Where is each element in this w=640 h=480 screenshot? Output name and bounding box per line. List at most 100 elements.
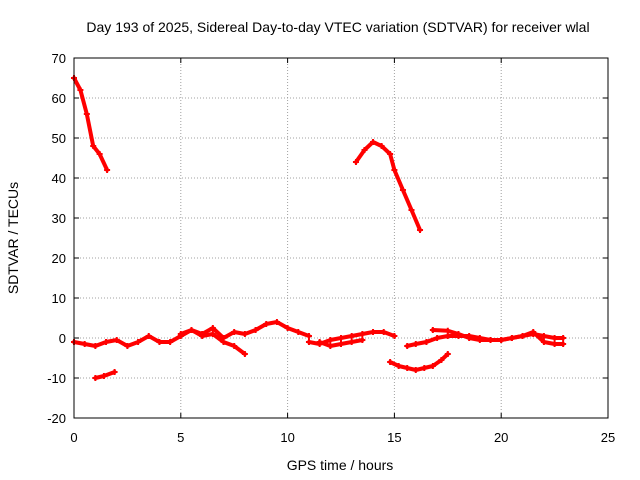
data-point [167,339,174,345]
series-arc-5 [177,319,312,341]
data-point [305,333,312,339]
data-point [359,331,366,337]
data-point [92,343,99,349]
data-point [378,143,385,149]
data-point [444,351,451,357]
y-tick-label: -10 [47,371,66,386]
data-point [145,333,152,339]
data-point [391,333,398,339]
data-point [241,351,248,357]
chart-title: Day 193 of 2025, Sidereal Day-to-day VTE… [86,19,589,35]
data-point [508,335,515,341]
data-point [241,331,248,337]
data-point [399,187,406,193]
data-series [71,75,567,381]
data-point [429,327,436,333]
data-point [387,151,394,157]
data-point [96,151,103,157]
data-point [231,343,238,349]
data-point [338,335,344,341]
data-point [391,167,398,173]
data-point [327,343,334,349]
data-point [361,147,368,153]
data-point [444,327,451,334]
data-point [487,337,494,343]
data-point [209,325,216,331]
data-point [370,329,377,335]
data-point [421,365,428,371]
series-line [354,140,422,232]
data-point [81,341,88,347]
x-tick-label: 0 [70,430,77,445]
data-point [423,339,430,345]
data-point [83,111,90,117]
data-point [476,337,483,343]
series-arc-4 [71,327,248,357]
series-arc-10 [429,327,567,347]
data-point [111,369,118,375]
data-point [551,335,558,341]
data-point [188,327,195,333]
y-tick-label: 60 [52,91,66,106]
y-axis-label: SDTVAR / TECUs [5,182,21,294]
series-line [72,76,110,172]
data-point [209,331,216,337]
data-point [540,339,547,345]
data-point [434,335,441,341]
y-tick-label: 50 [52,131,66,146]
series-arc-2 [352,139,424,233]
data-point [560,335,567,341]
data-point [417,227,424,233]
data-point [100,373,107,379]
axis-ticks: 0 5 10 15 20 25 -20 -10 0 10 20 30 40 50 60 70 [47,51,615,445]
y-tick-label: 70 [52,51,66,66]
data-point [124,343,131,349]
data-point [444,333,451,339]
data-point [135,339,142,345]
x-tick-label: 25 [601,430,615,445]
data-point [380,329,387,335]
y-tick-label: -20 [47,411,66,426]
data-point [263,321,270,327]
x-axis-label: GPS time / hours [287,457,394,473]
data-point [338,341,344,347]
data-point [455,331,462,337]
data-point [305,339,312,345]
data-point [231,329,238,335]
x-tick-label: 5 [177,430,184,445]
plot-frame [73,57,609,419]
data-point [560,341,567,347]
series-arc-3 [92,369,118,381]
data-point [103,339,110,345]
data-point [348,333,355,339]
x-tick-label: 10 [280,430,294,445]
data-point [90,143,97,149]
data-point [348,339,355,345]
series-arc-1 [71,75,111,173]
data-point [498,337,505,343]
data-point [352,159,359,165]
data-point [404,343,411,349]
data-point [429,363,436,369]
data-point [316,339,323,345]
data-point [540,333,547,339]
x-tick-label: 15 [387,430,401,445]
data-point [404,365,411,371]
data-point [359,337,366,343]
data-point [551,341,558,347]
data-point [177,331,184,337]
data-point [199,331,206,337]
data-point [412,367,419,373]
data-point [408,207,415,213]
data-point [156,339,163,345]
data-point [395,363,402,369]
grid [74,58,608,418]
data-point [295,329,302,335]
data-point [327,337,334,343]
series-arc-7 [316,337,366,349]
data-point [370,139,377,145]
data-point [530,329,537,335]
data-point [438,357,445,363]
data-point [113,337,120,343]
